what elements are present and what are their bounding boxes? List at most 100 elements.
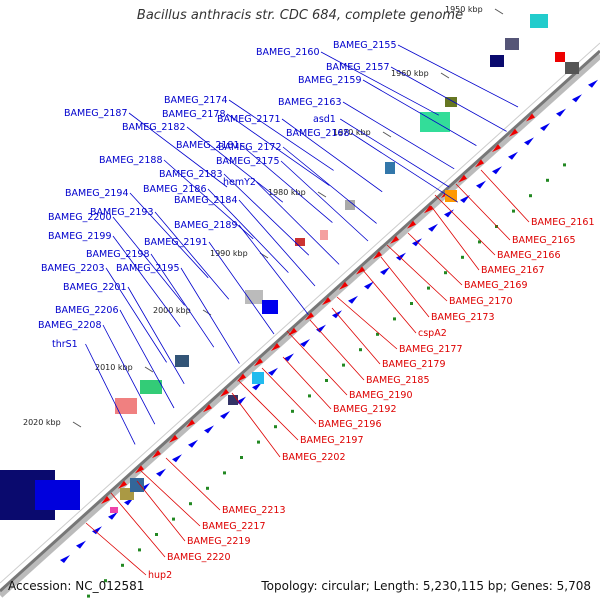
forward-gene-arrow (364, 281, 374, 290)
forward-leader (127, 286, 185, 385)
backbone-shadow (0, 52, 600, 598)
reverse-gene-arrow (254, 358, 263, 367)
forward-gene-label: BAMEG_2175 (216, 156, 280, 167)
genome-summary-text: Topology: circular; Length: 5,230,115 bp… (261, 579, 591, 593)
forward-leader (85, 343, 136, 445)
forward-gene-label: BAMEG_2208 (38, 320, 102, 331)
forward-gene-arrow (316, 324, 326, 333)
feature-block (385, 162, 395, 174)
forward-gene-arrow (172, 454, 182, 463)
scale-dot (189, 502, 192, 506)
forward-leader (154, 211, 230, 300)
forward-leader (238, 224, 309, 315)
forward-gene-label: BAMEG_2182 (122, 122, 186, 133)
scale-dot (104, 579, 107, 583)
scale-dot (359, 348, 362, 352)
feature-block (110, 507, 118, 513)
reverse-gene-arrow (492, 144, 501, 153)
forward-gene-label: BAMEG_2159 (298, 75, 362, 86)
reverse-leader (480, 169, 530, 223)
forward-leader (240, 144, 333, 223)
forward-gene-label: BAMEG_2201 (63, 282, 127, 293)
tick-label: 1990 kbp (210, 249, 248, 258)
tick-label: 2020 kbp (23, 418, 61, 427)
reverse-gene-arrow (458, 174, 467, 183)
reverse-leader (139, 469, 201, 527)
reverse-gene-arrow (203, 404, 212, 413)
forward-leader (226, 113, 330, 186)
forward-leader (320, 51, 439, 116)
reverse-gene-label: BAMEG_2213 (222, 505, 286, 516)
forward-leader (223, 173, 310, 256)
reverse-gene-label: BAMEG_2166 (497, 250, 561, 261)
reverse-gene-label: BAMEG_2217 (202, 521, 266, 532)
reverse-gene-arrow (135, 465, 144, 474)
tick-label: 2010 kbp (95, 363, 133, 372)
forward-gene-arrow (444, 209, 454, 218)
forward-gene-arrow (188, 439, 198, 448)
feature-block (320, 230, 328, 240)
forward-gene-label: BAMEG_2183 (159, 169, 223, 180)
forward-gene-arrow (60, 555, 70, 563)
forward-leader (397, 44, 519, 108)
forward-leader (150, 253, 215, 348)
forward-gene-arrow (156, 468, 166, 477)
backbone-inner (0, 42, 600, 584)
accession-text: Accession: NC_012581 (8, 579, 145, 593)
scale-dot (291, 409, 294, 413)
tick-mark (494, 8, 504, 15)
forward-gene-label: BAMEG_2203 (41, 263, 105, 274)
reverse-leader (455, 183, 511, 241)
feature-block (140, 380, 162, 394)
forward-gene-label: BAMEG_2193 (90, 207, 154, 218)
backbone-line (0, 49, 600, 593)
reverse-gene-arrow (339, 281, 348, 290)
scale-dot (478, 240, 481, 244)
scale-dot (444, 271, 447, 275)
scale-dot (546, 178, 549, 182)
forward-gene-arrow (92, 526, 102, 535)
reverse-gene-arrow (407, 220, 416, 229)
reverse-leader (380, 256, 430, 318)
reverse-gene-label: BAMEG_2165 (512, 235, 576, 246)
scale-dot (121, 563, 124, 567)
feature-block (490, 55, 504, 67)
reverse-leader (136, 480, 186, 542)
forward-gene-arrow (252, 382, 262, 391)
reverse-gene-label: BAMEG_2170 (449, 296, 513, 307)
feature-block (252, 372, 264, 384)
forward-gene-label: BAMEG_2155 (333, 40, 397, 51)
forward-leader (281, 118, 383, 193)
reverse-gene-label: BAMEG_2220 (167, 552, 231, 563)
scale-dot (529, 194, 532, 198)
reverse-leader (386, 244, 448, 302)
reverse-gene-arrow (237, 373, 246, 382)
genome-backbone (0, 42, 600, 598)
tick-label: 1970 kbp (333, 128, 371, 137)
forward-gene-label: BAMEG_2178 (162, 109, 226, 120)
forward-gene-arrow (300, 339, 310, 347)
forward-leader (207, 188, 289, 273)
forward-gene-arrow (460, 195, 470, 203)
forward-leader (112, 235, 181, 328)
reverse-gene-label: BAMEG_2177 (399, 344, 463, 355)
scale-dot (172, 517, 175, 521)
reverse-gene-label: BAMEG_2169 (464, 280, 528, 291)
forward-gene-label: BAMEG_2174 (164, 95, 228, 106)
scale-dot (461, 255, 464, 259)
feature-block (565, 62, 579, 74)
forward-gene-arrow (268, 367, 278, 376)
forward-gene-label: BAMEG_2184 (174, 195, 238, 206)
reverse-gene-arrow (322, 297, 331, 306)
label-leaders (85, 44, 530, 576)
reverse-gene-arrow (186, 419, 195, 428)
forward-gene-label: BAMEG_2181 (176, 140, 240, 151)
tick-mark (440, 72, 450, 79)
forward-gene-arrow (572, 94, 582, 103)
feature-block (245, 290, 263, 304)
reverse-gene-label: BAMEG_2179 (382, 359, 446, 370)
tick-label: 1960 kbp (391, 69, 429, 78)
reverse-gene-label: BAMEG_2190 (349, 390, 413, 401)
forward-leader (350, 132, 459, 203)
